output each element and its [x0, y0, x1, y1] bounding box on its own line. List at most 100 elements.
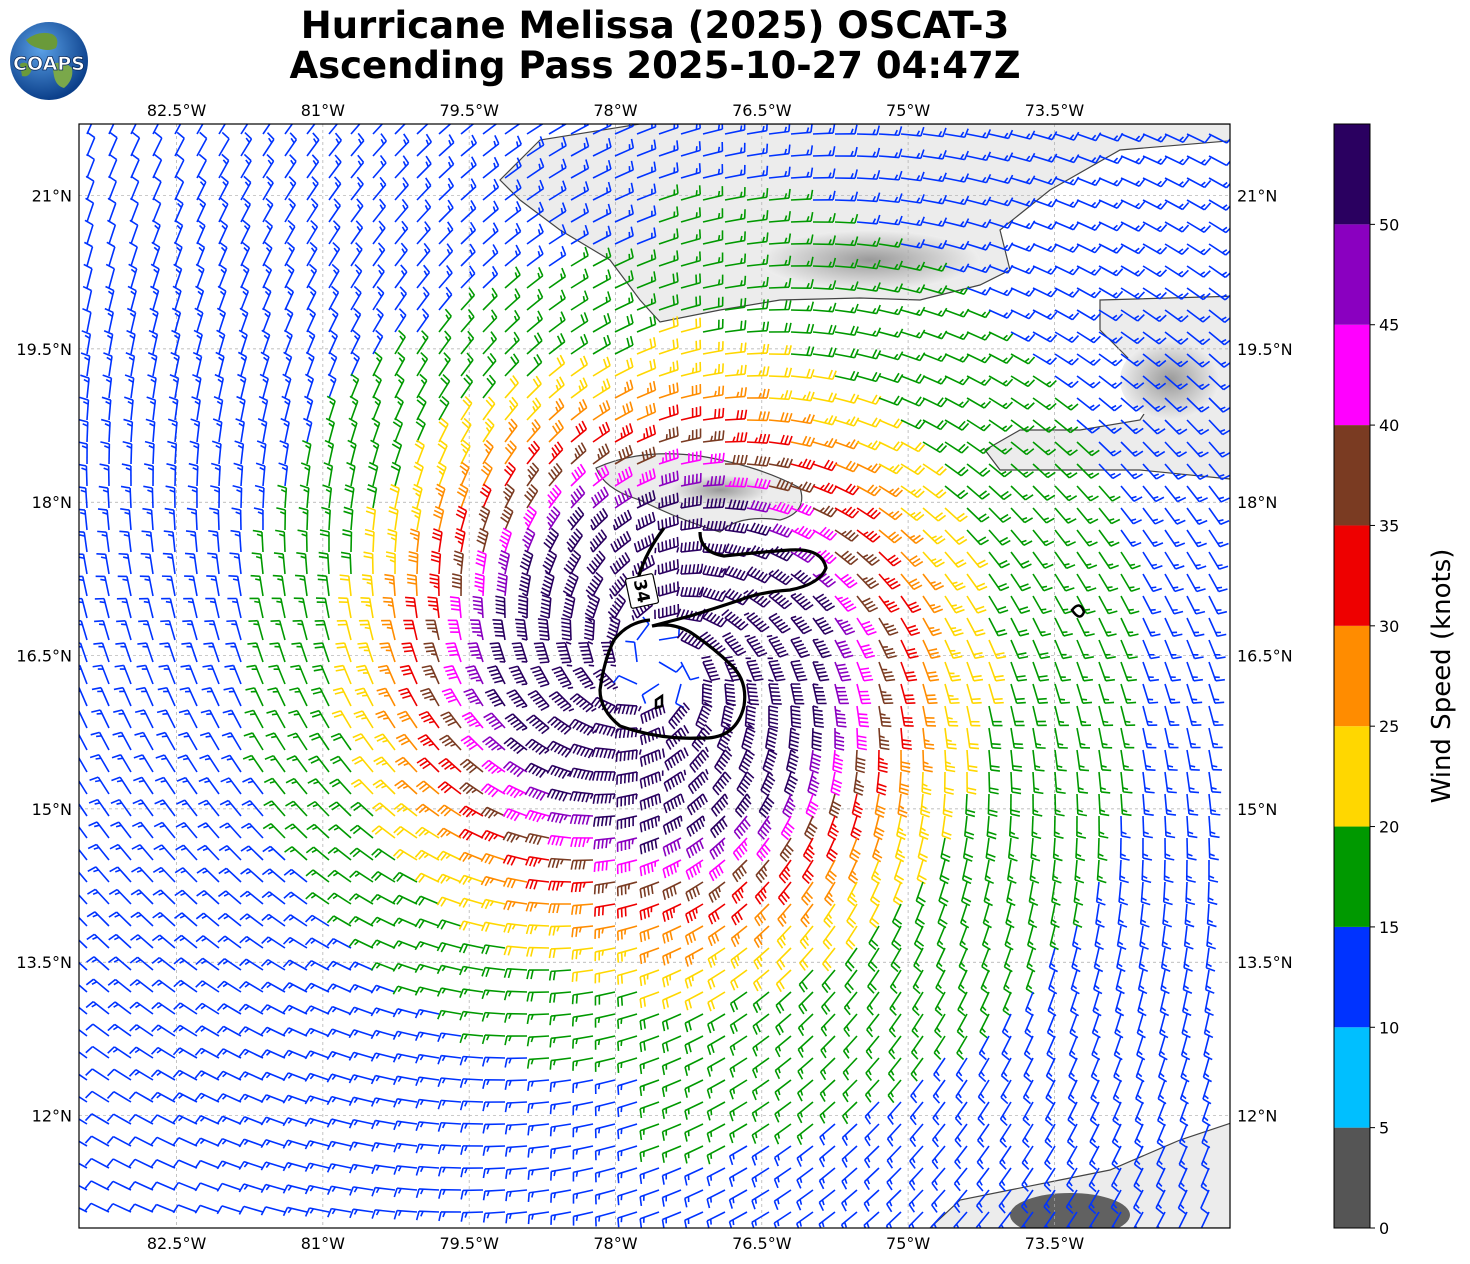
- wind-barb: [106, 241, 116, 267]
- wind-barb: [944, 263, 970, 273]
- wind-barb: [746, 478, 771, 490]
- wind-barb: [1054, 441, 1078, 456]
- wind-barb: [348, 417, 358, 443]
- wind-barb: [306, 124, 316, 135]
- wind-barb: [328, 124, 339, 135]
- wind-barb: [350, 307, 362, 333]
- wind-barb: [1076, 309, 1102, 321]
- wind-barb: [218, 197, 229, 223]
- wind-barb: [482, 396, 496, 421]
- wind-barb: [390, 461, 402, 487]
- wind-barb: [1010, 485, 1034, 501]
- wind-barb: [504, 396, 519, 421]
- wind-barb: [482, 200, 499, 223]
- wind-barb: [548, 245, 567, 267]
- wind-barb: [746, 165, 769, 179]
- wind-barb: [724, 297, 747, 311]
- wind-barb: [262, 307, 271, 333]
- colorbar-bin: [1334, 324, 1370, 426]
- wind-barb: [570, 202, 590, 223]
- wind-barb: [636, 424, 657, 443]
- wind-barb: [255, 462, 266, 487]
- wind-barb: [548, 354, 566, 377]
- wind-barb: [216, 329, 226, 355]
- wind-barb: [235, 418, 245, 443]
- wind-barb: [82, 285, 93, 311]
- wind-barb: [790, 189, 814, 201]
- wind-barb: [504, 288, 521, 311]
- wind-barb: [79, 418, 89, 443]
- wind-barb: [1142, 265, 1168, 278]
- wind-barb: [856, 237, 881, 248]
- wind-barb: [1142, 419, 1166, 435]
- wind-barb: [636, 161, 657, 179]
- wind-barb: [188, 462, 199, 487]
- wind-barb: [724, 187, 746, 201]
- wind-barb: [702, 164, 724, 179]
- wind-barb: [548, 202, 567, 223]
- wind-barb: [191, 396, 201, 421]
- wind-barb: [284, 176, 297, 201]
- map-area: 34: [79, 124, 1230, 1228]
- wind-barb: [284, 263, 295, 289]
- wind-barb: [437, 439, 448, 465]
- wind-barb: [856, 371, 882, 383]
- wind-barb: [592, 378, 611, 399]
- wind-barb: [1120, 265, 1146, 277]
- lat-tick-label-right: 19.5°N: [1237, 340, 1293, 359]
- wind-barb: [1010, 175, 1036, 185]
- wind-barb: [79, 396, 90, 421]
- wind-barb: [234, 440, 245, 465]
- wind-barb: [724, 231, 746, 245]
- wind-barb: [1076, 243, 1102, 254]
- wind-barb: [680, 295, 702, 311]
- wind-barb: [262, 241, 273, 267]
- wind-barb: [570, 377, 588, 399]
- wind-barb: [438, 134, 455, 157]
- wind-barb: [130, 197, 139, 223]
- wind-barb: [1120, 353, 1145, 367]
- wind-barb: [1186, 177, 1212, 189]
- wind-barb: [1120, 243, 1146, 255]
- wind-barb: [636, 293, 657, 311]
- wind-barb: [592, 443, 610, 465]
- wind-barb: [636, 205, 657, 223]
- wind-barb: [526, 419, 541, 443]
- wind-barb: [504, 353, 520, 377]
- wind-barb: [240, 263, 250, 289]
- wind-barb: [394, 133, 410, 157]
- wind-barb: [658, 294, 679, 311]
- wind-barb: [328, 241, 341, 267]
- wind-barb: [1098, 375, 1123, 389]
- wind-barb: [99, 463, 110, 487]
- wind-barb: [570, 137, 590, 157]
- wind-barb: [526, 136, 545, 157]
- wind-barb: [548, 267, 567, 289]
- wind-barb: [261, 329, 271, 355]
- colorbar: 0 5 10 15 20 25 30 35 40 45 50: [1333, 123, 1399, 1238]
- wind-barb: [438, 373, 451, 399]
- wind-barb: [237, 373, 247, 399]
- wind-barb: [504, 201, 522, 223]
- wind-barb: [130, 131, 141, 157]
- wind-barb: [144, 440, 155, 465]
- wind-barb: [504, 375, 519, 399]
- wind-barb: [547, 462, 563, 487]
- wind-barb: [724, 142, 746, 157]
- wind-barb: [526, 201, 545, 223]
- wind-barb: [1164, 375, 1188, 390]
- wind-barb: [680, 472, 702, 487]
- wind-barb: [306, 307, 317, 333]
- wind-barb: [790, 368, 815, 379]
- wind-barb: [1208, 243, 1230, 256]
- lat-tick-label-left: 18°N: [32, 493, 72, 512]
- wind-barb: [636, 446, 657, 465]
- wind-barb: [438, 330, 452, 355]
- wind-barb: [438, 221, 454, 245]
- wind-barb: [1032, 375, 1057, 388]
- wind-barb: [724, 364, 747, 377]
- wind-barb: [108, 153, 118, 179]
- wind-barb: [636, 249, 657, 267]
- wind-barb: [350, 242, 363, 267]
